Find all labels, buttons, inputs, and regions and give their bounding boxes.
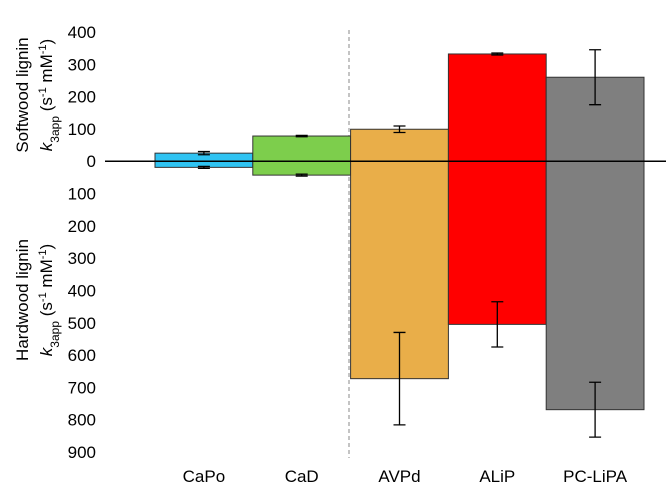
label-part: 3app [48,116,62,143]
y-tick-label: 200 [68,217,96,236]
label-part: -1 [37,292,49,302]
error-bar [393,331,406,426]
error-bar [393,125,406,134]
bar [447,160,547,325]
error-bar [295,173,308,177]
y-tick-label: 200 [68,88,96,107]
y-tick-label: 400 [68,281,96,300]
y-tick-label: 300 [68,55,96,74]
y-tick-label: 0 [87,152,96,171]
y-tick-label: 500 [68,314,96,333]
label-part: -1 [37,44,49,54]
label-part: (s [37,302,56,321]
y-tick-label: 100 [68,120,96,139]
label-part: mM [37,259,56,292]
label-part: (s [37,97,56,116]
label-part: -1 [37,87,49,97]
bar [545,160,645,411]
error-bar [491,52,504,56]
y-axis-label-bottom: Hardwood lignin k3app (s-1 mM-1) [13,239,62,361]
bar [252,135,352,162]
x-tick-label: ALiP [479,467,515,486]
x-tick-label: CaD [285,467,319,486]
label-part: ) [37,244,56,250]
y-axis-label-top-line1: Softwood lignin [13,37,32,152]
y-tick-label: 800 [68,411,96,430]
y-axis-label-bottom-line2: k3app (s-1 mM-1) [37,244,62,356]
error-bar [197,150,210,156]
bar [252,160,352,176]
x-tick-label: CaPo [183,467,226,486]
y-tick-label: 100 [68,185,96,204]
y-tick-label: 400 [68,23,96,42]
y-tick-label: 900 [68,443,96,462]
label-part: k [37,141,56,151]
error-bar [589,49,602,106]
bar [447,53,547,162]
error-bar [197,165,210,169]
y-tick-label: 300 [68,249,96,268]
label-part: mM [37,54,56,87]
label-part: k [37,346,56,356]
y-tick-label: 600 [68,346,96,365]
y-tick-label: 700 [68,378,96,397]
label-part: ) [37,39,56,45]
x-tick-label: AVPd [378,467,420,486]
y-axis-label-top-line2: k3app (s-1 mM-1) [37,39,62,151]
y-axis-label-bottom-line1: Hardwood lignin [13,239,32,361]
error-bar [295,134,308,138]
error-bar [491,301,504,348]
bar [350,128,449,162]
error-bar [589,381,602,438]
x-tick-label: PC-LiPA [563,467,628,486]
label-part: 3app [48,321,62,348]
label-part: -1 [37,249,49,259]
y-axis-label-top: Softwood lignin k3app (s-1 mM-1) [13,37,62,152]
